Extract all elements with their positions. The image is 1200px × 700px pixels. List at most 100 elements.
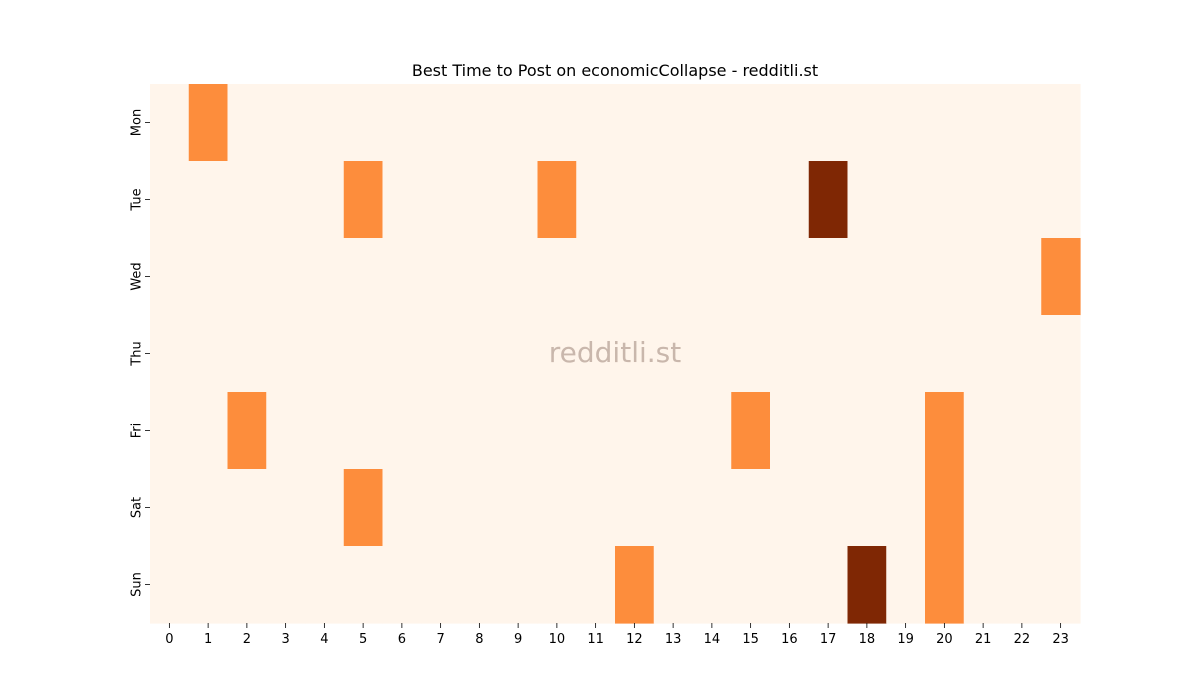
heatmap-cell-sun-13 — [653, 546, 694, 624]
heatmap-cell-tue-14 — [692, 161, 732, 239]
heatmap-cell-sat-23 — [1041, 469, 1081, 547]
x-tick-label: 17 — [820, 632, 837, 647]
y-tick-label: Mon — [130, 109, 145, 136]
heatmap-cell-tue-1 — [188, 161, 229, 239]
heatmap-cell-sat-3 — [266, 469, 306, 547]
heatmap-cell-mon-6 — [382, 84, 422, 162]
heatmap-cell-sat-22 — [1002, 469, 1042, 547]
heatmap-cell-tue-8 — [460, 161, 500, 239]
heatmap-cell-sat-21 — [963, 469, 1004, 547]
heatmap-cell-wed-9 — [498, 238, 539, 316]
heatmap-cell-sat-17 — [808, 469, 849, 547]
heatmap-cell-tue-9 — [498, 161, 539, 239]
heatmap-cell-sun-17 — [808, 546, 849, 624]
heatmap-cell-mon-9 — [498, 84, 539, 162]
heatmap-cell-fri-16 — [770, 392, 810, 470]
x-tick-label: 22 — [1014, 632, 1031, 647]
chart-title: Best Time to Post on economicCollapse - … — [412, 61, 818, 80]
heatmap-cell-wed-20 — [925, 238, 965, 316]
heatmap-cell-sun-1 — [188, 546, 229, 624]
heatmap-cell-fri-21 — [963, 392, 1004, 470]
heatmap-cell-sun-4 — [305, 546, 345, 624]
heatmap-cell-wed-17 — [808, 238, 849, 316]
x-tick-label: 9 — [514, 632, 522, 647]
x-tick-label: 8 — [475, 632, 483, 647]
heatmap-cell-wed-11 — [576, 238, 616, 316]
heatmap-cell-thu-21 — [963, 315, 1004, 393]
x-tick-label: 19 — [897, 632, 914, 647]
heatmap-cell-tue-2 — [227, 161, 267, 239]
y-tick-label: Tue — [130, 188, 145, 211]
heatmap-cell-sat-5 — [343, 469, 384, 547]
heatmap-cell-sat-10 — [537, 469, 577, 547]
x-tick-label: 15 — [742, 632, 759, 647]
heatmap-cell-sat-19 — [886, 469, 926, 547]
heatmap-cell-sun-5 — [343, 546, 384, 624]
heatmap-cell-fri-15 — [731, 392, 771, 470]
heatmap-cell-tue-12 — [615, 161, 655, 239]
heatmap-cell-tue-17 — [808, 161, 849, 239]
heatmap-cell-thu-1 — [188, 315, 229, 393]
heatmap-cell-fri-19 — [886, 392, 926, 470]
heatmap-cell-sat-11 — [576, 469, 616, 547]
heatmap-cell-wed-15 — [731, 238, 771, 316]
x-tick-label: 2 — [243, 632, 251, 647]
heatmap-cell-mon-4 — [305, 84, 345, 162]
heatmap-cell-thu-11 — [576, 315, 616, 393]
heatmap-cell-sat-18 — [847, 469, 887, 547]
heatmap-cell-thu-20 — [925, 315, 965, 393]
heatmap-cell-sun-0 — [150, 546, 190, 624]
heatmap-cell-mon-2 — [227, 84, 267, 162]
y-axis: Mon Tue Wed Thu Fri Sat Sun — [130, 109, 150, 597]
heatmap-cell-sat-15 — [731, 469, 771, 547]
heatmap-cell-mon-13 — [653, 84, 694, 162]
heatmap-cell-thu-4 — [305, 315, 345, 393]
heatmap-cell-fri-4 — [305, 392, 345, 470]
heatmap-cell-mon-20 — [925, 84, 965, 162]
heatmap-cell-sun-19 — [886, 546, 926, 624]
heatmap-cell-fri-11 — [576, 392, 616, 470]
heatmap-cell-thu-19 — [886, 315, 926, 393]
heatmap-cell-sun-16 — [770, 546, 810, 624]
heatmap-cell-thu-16 — [770, 315, 810, 393]
x-tick-label: 3 — [281, 632, 289, 647]
heatmap-cell-thu-9 — [498, 315, 539, 393]
heatmap-cell-mon-0 — [150, 84, 190, 162]
heatmap-cell-sun-10 — [537, 546, 577, 624]
heatmap-cell-tue-4 — [305, 161, 345, 239]
heatmap-cell-mon-23 — [1041, 84, 1081, 162]
heatmap-cell-sun-7 — [421, 546, 461, 624]
x-tick-label: 11 — [587, 632, 604, 647]
heatmap-cell-sun-3 — [266, 546, 306, 624]
heatmap-cell-wed-1 — [188, 238, 229, 316]
heatmap-cell-sat-8 — [460, 469, 500, 547]
heatmap-cell-wed-21 — [963, 238, 1004, 316]
heatmap-cell-wed-5 — [343, 238, 384, 316]
heatmap-cell-thu-8 — [460, 315, 500, 393]
heatmap-cell-fri-23 — [1041, 392, 1081, 470]
heatmap-cell-wed-0 — [150, 238, 190, 316]
y-tick-label: Wed — [130, 262, 145, 290]
heatmap-cell-wed-23 — [1041, 238, 1081, 316]
heatmap-cell-tue-11 — [576, 161, 616, 239]
heatmap-cell-thu-23 — [1041, 315, 1081, 393]
heatmap-cell-tue-15 — [731, 161, 771, 239]
x-tick-label: 21 — [975, 632, 992, 647]
heatmap-cell-thu-5 — [343, 315, 384, 393]
heatmap-cell-sun-23 — [1041, 546, 1081, 624]
heatmap-cell-fri-0 — [150, 392, 190, 470]
heatmap-cell-wed-14 — [692, 238, 732, 316]
y-tick-label: Sat — [130, 497, 145, 518]
heatmap-cell-wed-4 — [305, 238, 345, 316]
heatmap-cell-mon-15 — [731, 84, 771, 162]
heatmap-cell-tue-16 — [770, 161, 810, 239]
x-tick-label: 10 — [549, 632, 566, 647]
heatmap-cell-tue-13 — [653, 161, 694, 239]
heatmap-cell-wed-2 — [227, 238, 267, 316]
heatmap-cell-fri-5 — [343, 392, 384, 470]
heatmap-cells — [150, 84, 1081, 624]
heatmap-cell-fri-22 — [1002, 392, 1042, 470]
heatmap-cell-sun-14 — [692, 546, 732, 624]
heatmap-cell-mon-17 — [808, 84, 849, 162]
x-tick-label: 6 — [398, 632, 406, 647]
